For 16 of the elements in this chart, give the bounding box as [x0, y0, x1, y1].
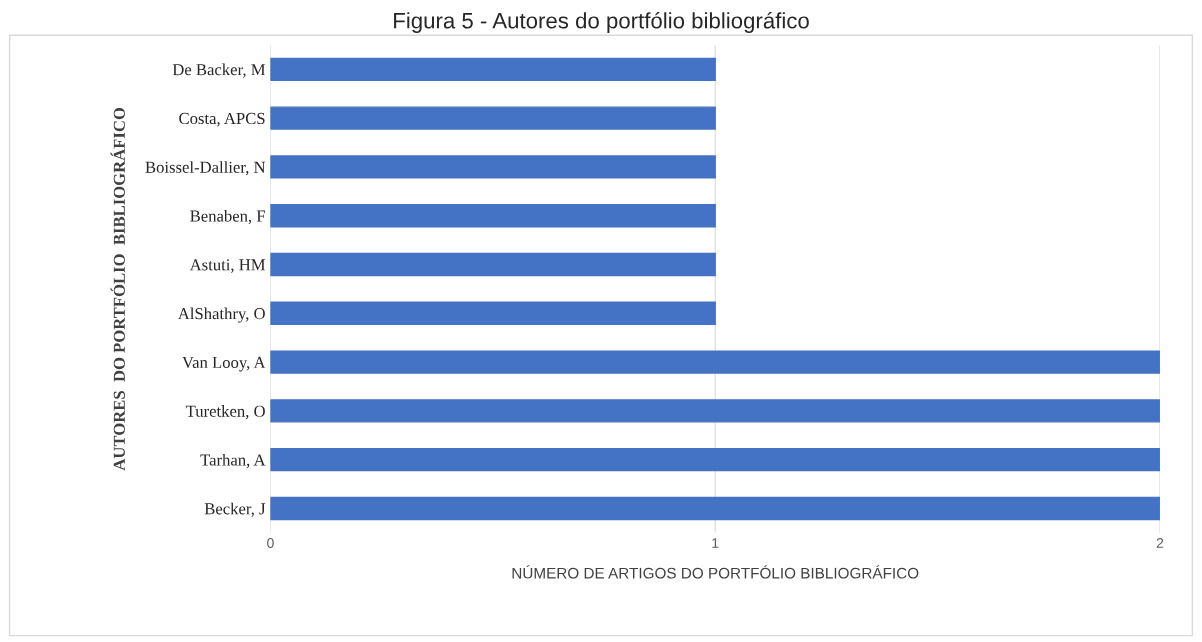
y-tick-label: Boissel-Dallier, N [145, 161, 266, 176]
y-tick-label: Becker, J [204, 502, 266, 517]
chart-title: Figura 5 - Autores do portfólio bibliográfico [394, 11, 809, 33]
y-tick-label: Benaben, F [190, 209, 265, 225]
x-tick-label: 2 [1156, 538, 1164, 548]
y-axis-title: AUTORES DO PORTFÓLIO BIBLIOGRÁFICO [110, 107, 125, 471]
y-tick-label: De Backer, M [172, 63, 266, 78]
y-tick-label: Turetken, O [185, 405, 265, 420]
x-axis-title: NÚMERO DE ARTIGOS DO PORTFÓLIO BIBLIOGRÁFICO [512, 565, 919, 579]
y-tick-label: Costa, APCS [179, 112, 265, 127]
x-tick-label: 0 [267, 538, 274, 548]
x-tick-label: 1 [712, 538, 719, 548]
y-tick-label: Van Looy, A [182, 356, 266, 372]
y-tick-label: AlShathry, O [177, 307, 265, 323]
y-tick-label: Tarhan, A [200, 453, 266, 469]
y-tick-label: Astuti, HM [189, 259, 266, 273]
